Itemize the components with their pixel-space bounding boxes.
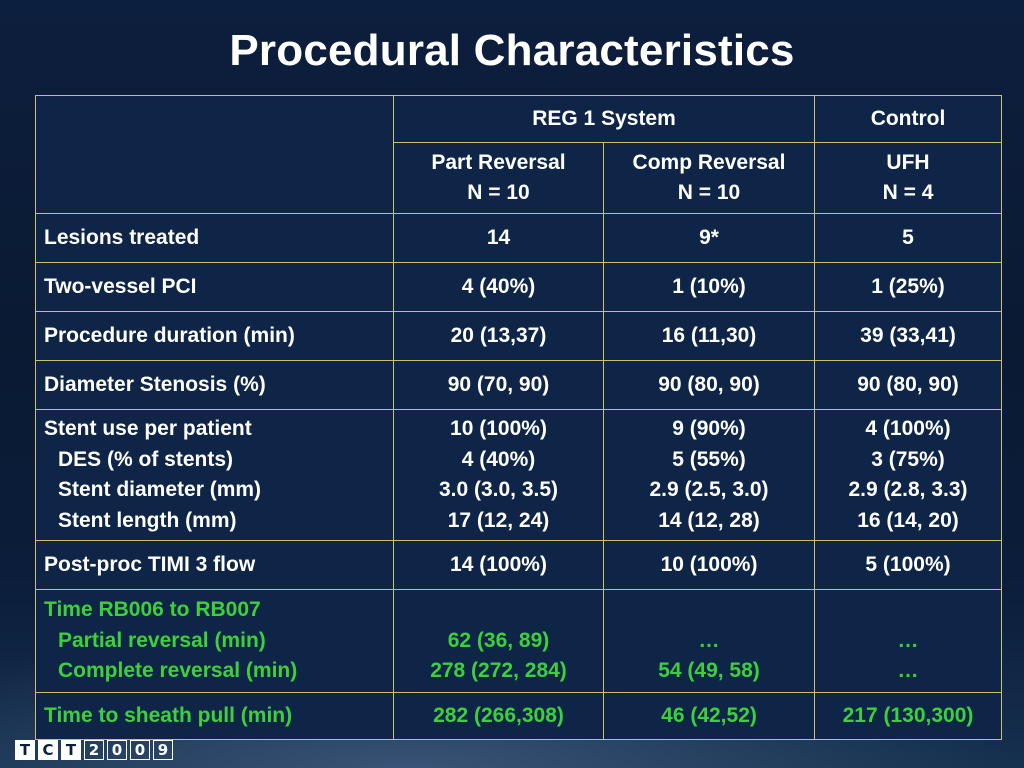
cell-two-vessel-comp: 1 (10%) — [602, 262, 816, 312]
row-label-stent: Stent use per patient — [44, 417, 252, 440]
logo-letter: T — [61, 740, 81, 760]
cell-des-part: 4 (40%) — [461, 447, 536, 471]
cell-length-comp: 14 (12, 28) — [658, 508, 760, 532]
row-label-des: DES (% of stents) — [58, 447, 234, 471]
cell-timi-part: 14 (100%) — [393, 540, 604, 590]
header-part-name: Part Reversal — [431, 150, 566, 174]
row-label-stent-length: Stent length (mm) — [58, 508, 237, 532]
header-ufh-n: N = 4 — [882, 181, 934, 204]
header-ufh: UFH N = 4 — [814, 142, 1003, 214]
table-row: Stent use per patient DES (% of stents) … — [35, 409, 1003, 541]
table-row: Post-proc TIMI 3 flow 14 (100%) 10 (100%… — [35, 540, 1003, 590]
cell-time-rb-comp-group: … 54 (49, 58) — [602, 589, 816, 693]
header-part-reversal: Part Reversal N = 10 — [393, 142, 604, 214]
cell-partial-comp: … — [698, 628, 720, 652]
row-label-sheath: Time to sheath pull (min) — [35, 692, 394, 740]
cell-time-rb-spacer — [402, 595, 595, 626]
cell-length-ufh: 16 (14, 20) — [857, 508, 959, 532]
cell-stenosis-comp: 90 (80, 90) — [602, 360, 816, 410]
cell-time-rb-spacer — [612, 595, 806, 626]
row-label-time-rb-group: Time RB006 to RB007 Partial reversal (mi… — [35, 589, 394, 693]
header-comp-name: Comp Reversal — [632, 150, 786, 174]
cell-sheath-ufh: 217 (130,300) — [814, 692, 1003, 740]
row-label-two-vessel: Two-vessel PCI — [35, 262, 394, 312]
cell-lesions-part: 14 — [393, 213, 604, 263]
cell-timi-comp: 10 (100%) — [602, 540, 816, 590]
cell-sheath-comp: 46 (42,52) — [602, 692, 816, 740]
logo-letter: 0 — [130, 740, 150, 760]
table-row: Procedure duration (min) 20 (13,37) 16 (… — [35, 311, 1003, 361]
row-label-stent-diameter: Stent diameter (mm) — [58, 478, 262, 501]
header-comp-reversal: Comp Reversal N = 10 — [602, 142, 816, 214]
table-header-row-groups: REG 1 System Control — [35, 95, 1003, 214]
table-header-row-columns: Part Reversal N = 10 Comp Reversal N = 1… — [36, 142, 1003, 214]
logo-letter: 0 — [107, 740, 127, 760]
cell-stent-ufh-group: 4 (100%) 3 (75%) 2.9 (2.8, 3.3) 16 (14, … — [814, 409, 1003, 541]
tct-logo: T C T 2 0 0 9 — [15, 740, 173, 762]
header-comp-n: N = 10 — [677, 181, 741, 204]
cell-partial-ufh: … — [897, 628, 919, 652]
table-row: Time RB006 to RB007 Partial reversal (mi… — [35, 589, 1003, 693]
cell-des-comp: 5 (55%) — [672, 447, 746, 471]
cell-duration-ufh: 39 (33,41) — [814, 311, 1003, 361]
header-control: Control — [814, 95, 1003, 143]
row-label-lesions: Lesions treated — [35, 213, 394, 263]
procedural-table: REG 1 System Control Part Reversal N = 1… — [35, 95, 1003, 740]
cell-complete-comp: 54 (49, 58) — [658, 659, 760, 683]
header-part-n: N = 10 — [467, 181, 530, 204]
cell-duration-comp: 16 (11,30) — [602, 311, 816, 361]
cell-two-vessel-part: 4 (40%) — [393, 262, 604, 312]
cell-stenosis-part: 90 (70, 90) — [393, 360, 604, 410]
cell-time-rb-ufh-group: … … — [814, 589, 1003, 693]
row-label-timi: Post-proc TIMI 3 flow — [35, 540, 394, 590]
logo-letter: 9 — [153, 740, 173, 760]
logo-letter: C — [38, 740, 58, 760]
cell-stent-ufh: 4 (100%) — [865, 417, 951, 440]
cell-timi-ufh: 5 (100%) — [814, 540, 1003, 590]
cell-two-vessel-ufh: 1 (25%) — [814, 262, 1003, 312]
cell-complete-ufh: … — [897, 659, 919, 683]
cell-stent-comp-group: 9 (90%) 5 (55%) 2.9 (2.5, 3.0) 14 (12, 2… — [602, 409, 816, 541]
table-row: Diameter Stenosis (%) 90 (70, 90) 90 (80… — [35, 360, 1003, 410]
cell-diameter-comp: 2.9 (2.5, 3.0) — [649, 478, 769, 501]
table-row: Lesions treated 14 9* 5 — [35, 213, 1003, 263]
logo-letter: 2 — [84, 740, 104, 760]
table-row: Time to sheath pull (min) 282 (266,308) … — [35, 692, 1003, 740]
cell-time-rb-spacer — [823, 595, 993, 626]
row-label-stent-group: Stent use per patient DES (% of stents) … — [35, 409, 394, 541]
header-empty-cell — [35, 95, 394, 214]
header-ufh-name: UFH — [886, 150, 930, 174]
cell-diameter-ufh: 2.9 (2.8, 3.3) — [848, 478, 968, 501]
row-label-time-rb: Time RB006 to RB007 — [44, 598, 261, 622]
logo-letter: T — [15, 740, 35, 760]
cell-stent-comp: 9 (90%) — [672, 417, 746, 440]
row-label-stenosis: Diameter Stenosis (%) — [35, 360, 394, 410]
cell-complete-part: 278 (272, 284) — [430, 659, 567, 683]
cell-length-part: 17 (12, 24) — [447, 508, 550, 532]
cell-diameter-part: 3.0 (3.0, 3.5) — [438, 478, 559, 501]
cell-lesions-ufh: 5 — [814, 213, 1003, 263]
row-label-partial-reversal: Partial reversal (min) — [58, 628, 266, 652]
table-row: Two-vessel PCI 4 (40%) 1 (10%) 1 (25%) — [35, 262, 1003, 312]
row-label-complete-reversal: Complete reversal (min) — [58, 659, 298, 683]
cell-time-rb-part-group: 62 (36, 89) 278 (272, 284) — [393, 589, 604, 693]
cell-stent-part-group: 10 (100%) 4 (40%) 3.0 (3.0, 3.5) 17 (12,… — [393, 409, 604, 541]
cell-lesions-comp: 9* — [602, 213, 816, 263]
header-reg1-system: REG 1 System — [392, 95, 816, 143]
cell-duration-part: 20 (13,37) — [393, 311, 604, 361]
cell-partial-part: 62 (36, 89) — [447, 628, 550, 652]
cell-sheath-part: 282 (266,308) — [393, 692, 604, 740]
slide-title: Procedural Characteristics — [229, 26, 795, 75]
cell-stent-part: 10 (100%) — [450, 417, 547, 440]
cell-des-ufh: 3 (75%) — [871, 447, 945, 471]
cell-stenosis-ufh: 90 (80, 90) — [814, 360, 1003, 410]
row-label-duration: Procedure duration (min) — [35, 311, 394, 361]
